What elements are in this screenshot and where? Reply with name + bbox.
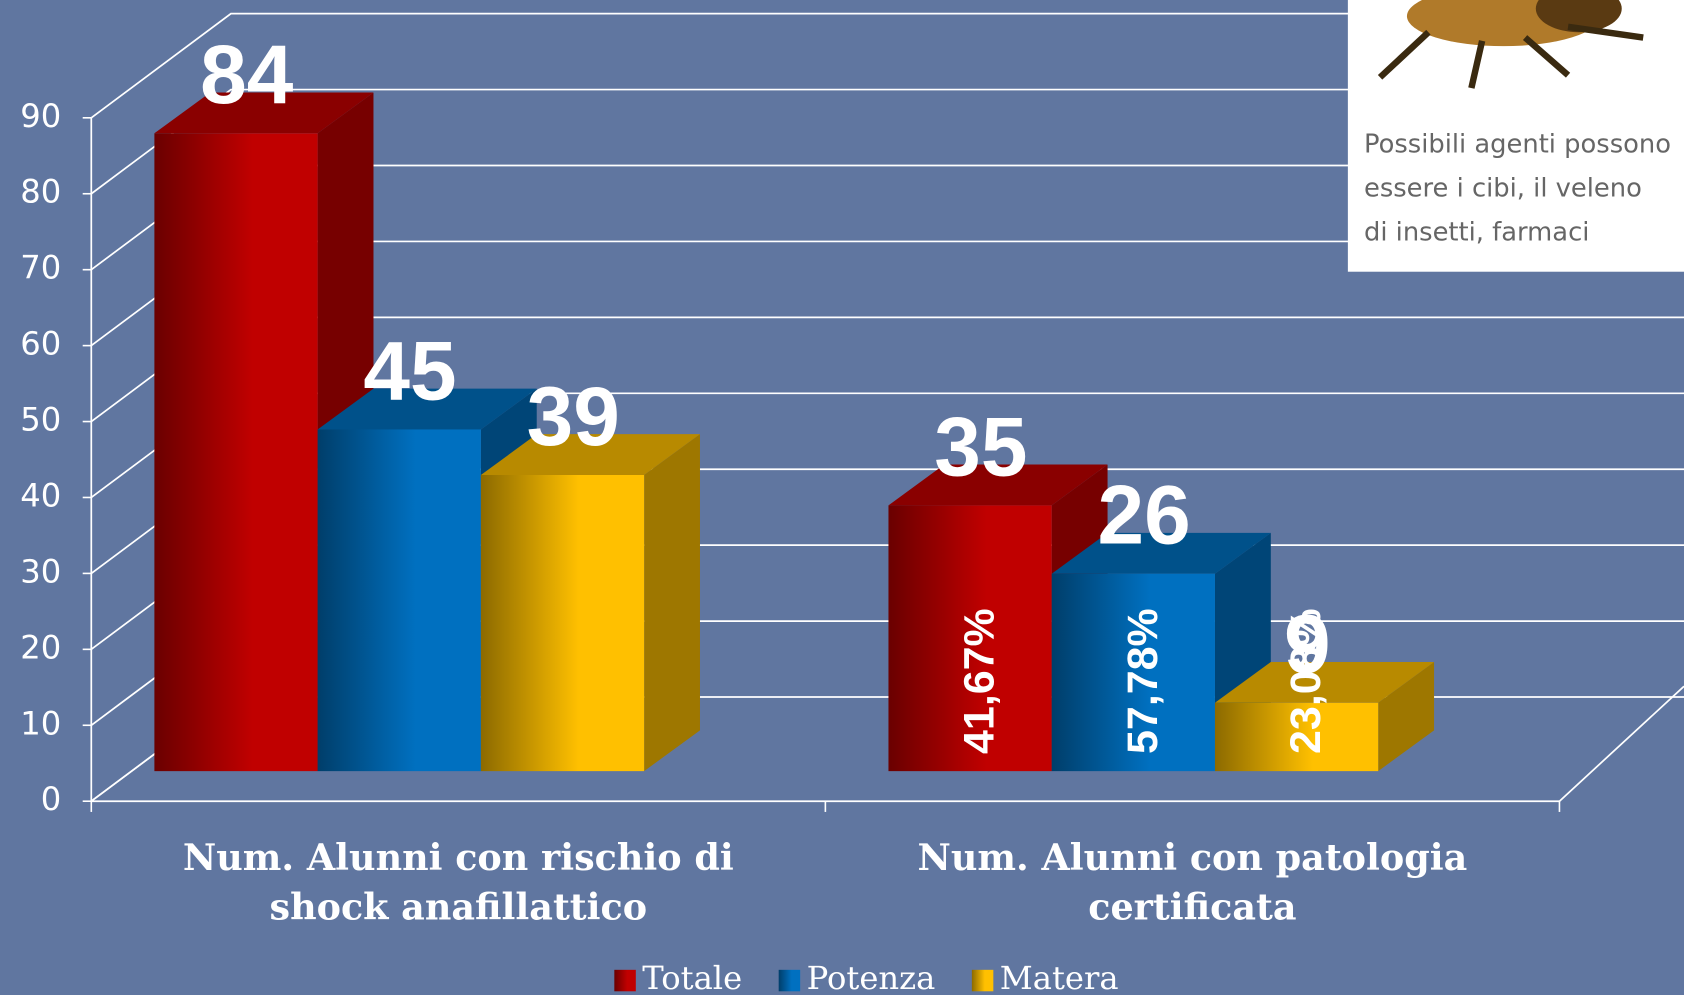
grid-line bbox=[90, 88, 1684, 195]
legend-label: Totale bbox=[642, 959, 742, 995]
bar-top bbox=[888, 464, 1108, 506]
y-tick-label: 30 bbox=[20, 552, 61, 590]
bar bbox=[1214, 661, 1435, 772]
bar-front bbox=[1051, 573, 1215, 772]
y-tick-label: 20 bbox=[20, 628, 61, 666]
percent-label: 23,08% bbox=[1282, 608, 1330, 754]
y-tick-label: 50 bbox=[20, 401, 61, 439]
bar-top bbox=[1214, 661, 1435, 703]
bar-front bbox=[317, 429, 481, 772]
legend-swatch bbox=[778, 969, 801, 992]
inset-text: Possibili agenti possono bbox=[1364, 130, 1671, 160]
legend-swatch bbox=[971, 969, 994, 992]
y-tick-label: 10 bbox=[20, 704, 61, 742]
bar-side bbox=[644, 434, 700, 772]
inset-panel: Possibili agenti possono essere i cibi, i… bbox=[1347, 0, 1684, 272]
percent-label: 41,67% bbox=[956, 608, 1004, 754]
y-tick-label: 90 bbox=[20, 97, 61, 135]
y-tick-label: 60 bbox=[20, 325, 61, 363]
x-tick-label: certificata bbox=[1088, 885, 1296, 928]
plot-area: Possibili agenti possono essere i cibi, i… bbox=[20, 0, 1684, 995]
bar-front bbox=[480, 474, 645, 772]
y-tick-label: 0 bbox=[41, 780, 61, 818]
value-label: 26 bbox=[1097, 468, 1190, 562]
legend-label: Matera bbox=[1000, 959, 1119, 995]
y-tick-label: 80 bbox=[20, 173, 61, 211]
x-tick-label: Num. Alunni con patologia bbox=[918, 836, 1468, 879]
bar-front bbox=[1214, 702, 1379, 772]
legend-label: Potenza bbox=[807, 959, 936, 995]
y-tick-label: 70 bbox=[20, 249, 61, 287]
bar bbox=[480, 434, 700, 772]
percent-label: 57,78% bbox=[1119, 608, 1167, 754]
value-label: 39 bbox=[527, 369, 620, 463]
bar-top bbox=[1051, 532, 1271, 574]
bar-top bbox=[480, 434, 700, 475]
bar-front bbox=[154, 133, 318, 772]
legend-swatch bbox=[614, 969, 636, 992]
grid-line bbox=[90, 12, 1684, 119]
bee-icon bbox=[1377, 0, 1644, 89]
x-tick-label: shock anafillattico bbox=[270, 885, 648, 928]
bar-top bbox=[154, 92, 374, 134]
inset-text: di insetti, farmaci bbox=[1364, 218, 1589, 248]
bar-front bbox=[888, 505, 1052, 772]
value-label: 35 bbox=[934, 399, 1027, 493]
value-label: 9 bbox=[1284, 597, 1331, 691]
x-tick-label: Num. Alunni con rischio di bbox=[183, 836, 734, 879]
inset-text: essere i cibi, il veleno bbox=[1364, 174, 1642, 204]
y-tick-label: 40 bbox=[20, 476, 61, 514]
value-label: 84 bbox=[200, 27, 294, 121]
bar-top bbox=[317, 388, 537, 430]
value-label: 45 bbox=[363, 323, 456, 417]
bar-side bbox=[1378, 661, 1435, 772]
